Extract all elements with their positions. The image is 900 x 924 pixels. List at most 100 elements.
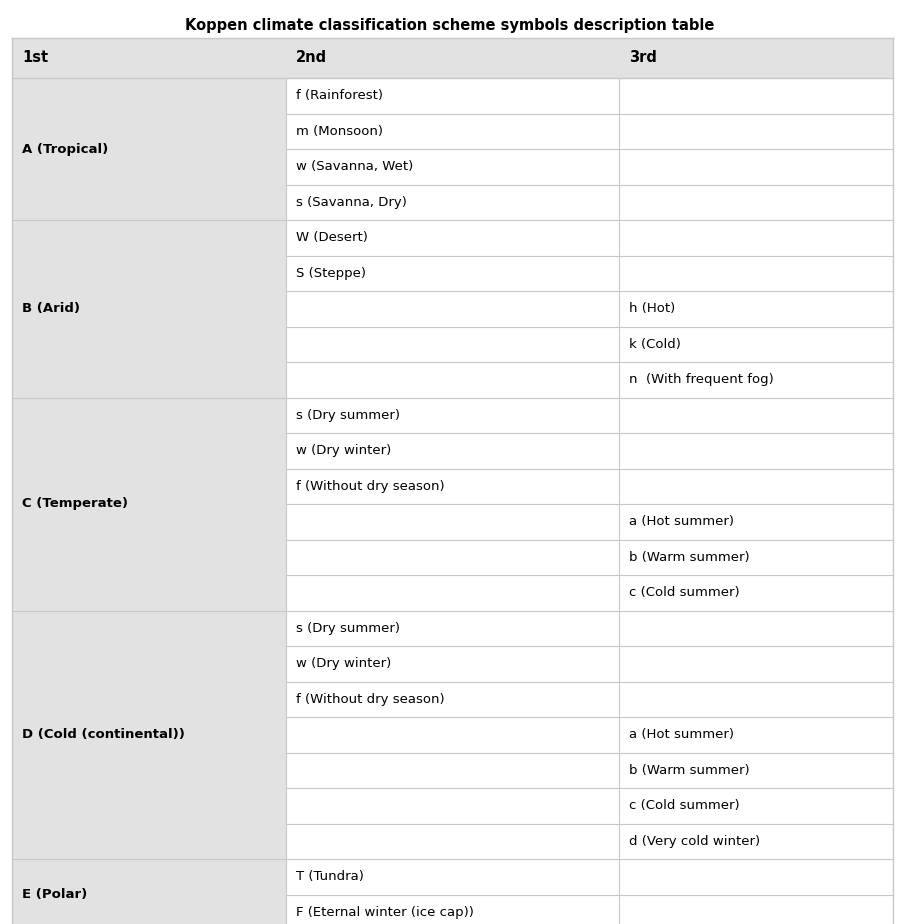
Bar [286, 362, 619, 397]
Bar [12, 823, 286, 859]
Text: D (Cold (continental)): D (Cold (continental)) [22, 728, 184, 741]
Bar [619, 220, 893, 256]
Bar [286, 682, 619, 717]
Bar [286, 611, 619, 646]
Bar [619, 504, 893, 540]
Bar [12, 362, 286, 397]
Bar [619, 611, 893, 646]
Bar [12, 894, 286, 924]
Bar [619, 433, 893, 468]
Text: W (Desert): W (Desert) [296, 231, 368, 244]
Text: m (Monsoon): m (Monsoon) [296, 125, 383, 138]
Text: 2nd: 2nd [296, 51, 327, 66]
Text: 1st: 1st [22, 51, 48, 66]
Bar [12, 291, 286, 326]
Bar [286, 752, 619, 788]
Text: C (Temperate): C (Temperate) [22, 497, 128, 510]
Text: E (Polar): E (Polar) [22, 888, 87, 901]
Bar [12, 185, 286, 220]
Bar [286, 646, 619, 682]
Text: w (Dry winter): w (Dry winter) [296, 444, 392, 457]
Bar [12, 540, 286, 575]
Text: w (Dry winter): w (Dry winter) [296, 657, 392, 670]
Text: c (Cold summer): c (Cold summer) [629, 799, 740, 812]
Bar [619, 717, 893, 752]
Bar [619, 823, 893, 859]
Bar [286, 149, 619, 185]
Bar [619, 646, 893, 682]
Bar [286, 894, 619, 924]
Bar [619, 894, 893, 924]
Bar [286, 78, 619, 114]
Bar [286, 114, 619, 149]
Text: s (Dry summer): s (Dry summer) [296, 408, 400, 421]
Bar [619, 468, 893, 504]
Bar [619, 326, 893, 362]
Bar [619, 185, 893, 220]
Bar [619, 291, 893, 326]
Text: f (Without dry season): f (Without dry season) [296, 693, 445, 706]
Bar [619, 788, 893, 823]
Bar [619, 78, 893, 114]
Bar [286, 540, 619, 575]
Text: a (Hot summer): a (Hot summer) [629, 728, 734, 741]
Text: n  (With frequent fog): n (With frequent fog) [629, 373, 774, 386]
Text: Koppen climate classification scheme symbols description table: Koppen climate classification scheme sym… [185, 18, 715, 33]
Text: s (Savanna, Dry): s (Savanna, Dry) [296, 196, 407, 209]
Bar [619, 682, 893, 717]
Text: a (Hot summer): a (Hot summer) [629, 516, 734, 529]
Text: h (Hot): h (Hot) [629, 302, 675, 315]
Bar [12, 433, 286, 468]
Bar [12, 788, 286, 823]
Bar [12, 78, 286, 114]
Bar [286, 468, 619, 504]
Bar [619, 256, 893, 291]
Bar [12, 611, 286, 646]
Bar [619, 540, 893, 575]
Bar [619, 114, 893, 149]
Bar [12, 859, 286, 894]
Bar [12, 114, 286, 149]
Bar [286, 859, 619, 894]
Bar [12, 397, 286, 433]
Bar [12, 646, 286, 682]
Text: B (Arid): B (Arid) [22, 302, 80, 315]
Text: c (Cold summer): c (Cold summer) [629, 586, 740, 600]
Bar [12, 220, 286, 256]
Bar [286, 256, 619, 291]
Bar [12, 682, 286, 717]
Bar [286, 788, 619, 823]
Bar [286, 575, 619, 611]
Text: d (Very cold winter): d (Very cold winter) [629, 834, 760, 847]
Bar [619, 149, 893, 185]
Text: f (Without dry season): f (Without dry season) [296, 480, 445, 492]
Text: f (Rainforest): f (Rainforest) [296, 90, 383, 103]
Bar [12, 575, 286, 611]
Bar [619, 859, 893, 894]
Bar [286, 823, 619, 859]
Text: S (Steppe): S (Steppe) [296, 267, 366, 280]
Bar [12, 468, 286, 504]
Bar [286, 433, 619, 468]
Bar [286, 185, 619, 220]
Bar [286, 504, 619, 540]
Bar [286, 717, 619, 752]
Bar [12, 504, 286, 540]
Bar [12, 256, 286, 291]
Bar [12, 149, 286, 185]
Bar [286, 220, 619, 256]
Bar [286, 397, 619, 433]
Bar [619, 397, 893, 433]
Bar [286, 326, 619, 362]
Bar [12, 326, 286, 362]
Bar [12, 717, 286, 752]
Text: b (Warm summer): b (Warm summer) [629, 551, 750, 564]
Text: A (Tropical): A (Tropical) [22, 142, 108, 155]
Text: w (Savanna, Wet): w (Savanna, Wet) [296, 160, 413, 174]
Text: b (Warm summer): b (Warm summer) [629, 764, 750, 777]
Bar [286, 291, 619, 326]
Bar [619, 362, 893, 397]
Bar [12, 38, 893, 78]
Text: F (Eternal winter (ice cap)): F (Eternal winter (ice cap)) [296, 906, 474, 918]
Text: 3rd: 3rd [629, 51, 657, 66]
